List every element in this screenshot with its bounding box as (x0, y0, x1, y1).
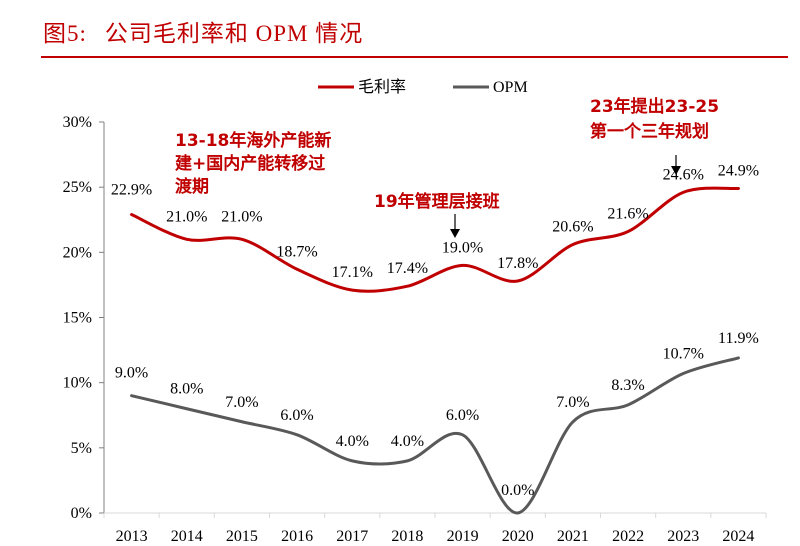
annotation-text: 23年提出23-25 (590, 96, 719, 117)
figure-number: 图5: (43, 21, 87, 46)
y-tick-label: 25% (63, 179, 92, 196)
data-label: 4.0% (336, 433, 369, 450)
y-tick-label: 30% (63, 114, 92, 131)
y-tick-label: 20% (63, 244, 92, 261)
figure-title-text: 公司毛利率和 OPM 情况 (104, 21, 364, 46)
x-tick-label: 2021 (557, 528, 589, 545)
x-tick-label: 2024 (722, 528, 754, 545)
data-label: 17.4% (387, 260, 428, 277)
x-tick-label: 2023 (667, 528, 699, 545)
annotation-text: 建+国内产能转移过 (175, 153, 325, 174)
x-tick-label: 2016 (281, 528, 313, 545)
y-tick-label: 0% (71, 505, 92, 522)
series-line-gross-margin (130, 186, 740, 293)
legend: 毛利率 OPM (318, 78, 528, 96)
x-tick-label: 2014 (171, 528, 203, 545)
data-label: 4.0% (391, 433, 424, 450)
data-label: 21.0% (221, 208, 262, 225)
annotation-text: 渡期 (175, 176, 209, 197)
data-label: 9.0% (115, 365, 148, 382)
y-tick-label: 10% (63, 375, 92, 392)
x-tick-label: 2019 (447, 528, 479, 545)
data-label: 22.9% (111, 182, 152, 199)
data-label: 6.0% (446, 407, 479, 424)
x-tick-label: 2022 (612, 528, 644, 545)
data-label: 21.0% (166, 208, 207, 225)
data-label: 6.0% (280, 407, 313, 424)
annotation-arrow-head (450, 229, 460, 238)
data-labels: 22.9% 21.0% 21.0% 18.7% 17.1% 17.4% 19.0% 17.8%… (111, 162, 759, 499)
x-tick-label: 2015 (226, 528, 258, 545)
data-label: 10.7% (663, 346, 704, 363)
x-tick-label: 2013 (116, 528, 148, 545)
figure-title: 图5: 公司毛利率和 OPM 情况 (43, 14, 363, 48)
x-tick-label: 2018 (391, 528, 423, 545)
annotation-text: 13-18年海外产能新 (175, 130, 331, 151)
y-tick-label: 15% (63, 310, 92, 327)
y-tick-label: 5% (71, 440, 92, 457)
data-label: 8.0% (170, 381, 203, 398)
data-label: 7.0% (225, 394, 258, 411)
title-rule (41, 56, 788, 58)
data-label: 24.6% (663, 166, 704, 183)
data-label: 17.8% (497, 255, 538, 272)
data-label: 7.0% (556, 394, 589, 411)
series-line-opm (130, 356, 740, 515)
legend-label: OPM (493, 79, 528, 96)
data-label: 0.0% (501, 482, 534, 499)
data-label: 18.7% (276, 243, 317, 260)
data-label: 17.1% (332, 264, 373, 281)
data-label: 11.9% (718, 330, 759, 347)
data-label: 21.6% (607, 205, 648, 222)
annotation-arrow-head (671, 166, 681, 175)
legend-label: 毛利率 (358, 78, 406, 96)
series-lines (130, 186, 740, 515)
annotation-text: 19年管理层接班 (374, 191, 500, 212)
data-label: 19.0% (442, 239, 483, 256)
data-label: 24.9% (718, 162, 759, 179)
axes: 0% 5% 10% 15% 20% 25% 30% 2013 2014 2015 2016 2017 2… (63, 114, 767, 545)
x-tick-label: 2020 (502, 528, 534, 545)
x-tick-label: 2017 (336, 528, 368, 545)
annotation-text: 第一个三年规划 (590, 121, 709, 142)
data-label: 8.3% (611, 377, 644, 394)
data-label: 20.6% (552, 219, 593, 236)
